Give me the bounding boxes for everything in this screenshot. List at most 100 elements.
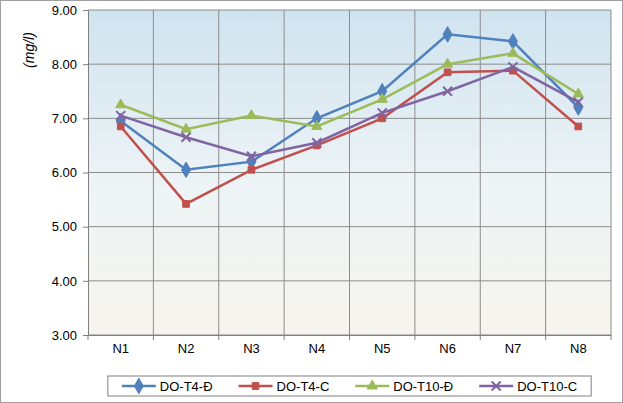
legend-item: DO-T10-Đ <box>355 379 453 394</box>
tick-mark <box>414 335 415 340</box>
marker <box>248 166 255 173</box>
marker <box>116 111 125 120</box>
tick-mark <box>153 335 154 340</box>
tick-label: N8 <box>570 341 587 356</box>
tick-mark <box>611 335 612 340</box>
tick-label: 8.00 <box>52 57 77 72</box>
marker <box>442 58 452 67</box>
tick: 6.00 <box>52 165 88 180</box>
legend-key-marker <box>492 381 501 390</box>
marker <box>508 62 517 71</box>
grid-line-vertical <box>611 10 612 335</box>
series-group <box>116 27 584 208</box>
tick-label: N2 <box>178 341 195 356</box>
tick-mark <box>218 335 219 340</box>
tick: N2 <box>178 335 219 356</box>
tick: 4.00 <box>52 273 88 288</box>
tick: 9.00 <box>52 3 88 18</box>
tick-label: N1 <box>112 341 129 356</box>
tick-label: 5.00 <box>52 219 77 234</box>
chart: 3.00 4.00 5.00 6.00 7.00 8.00 9.00 N1 N2 N3 N4 N5 N6… <box>0 0 623 403</box>
tick: 5.00 <box>52 219 88 234</box>
tick-mark <box>349 335 350 340</box>
marker <box>312 138 321 147</box>
tick-mark <box>83 118 88 119</box>
tick: 8.00 <box>52 57 88 72</box>
chart-frame <box>1 1 623 403</box>
legend-item: DO-T10-C <box>479 379 577 394</box>
tick: N8 <box>570 335 611 356</box>
tick-mark <box>83 227 88 228</box>
tick-mark <box>88 335 89 340</box>
tick-mark <box>83 281 88 282</box>
plot: 3.00 4.00 5.00 6.00 7.00 8.00 9.00 N1 N2 N3 N4 N5 N6… <box>52 3 612 357</box>
tick-mark <box>83 10 88 11</box>
marker <box>182 133 191 142</box>
tick-label: 7.00 <box>52 111 77 126</box>
grid <box>88 10 611 335</box>
series-line <box>121 67 579 156</box>
legend-item: DO-T4-C <box>239 379 330 394</box>
tick-label: 3.00 <box>52 328 77 343</box>
grid-line-vertical <box>545 10 546 335</box>
legend-key-marker <box>367 380 377 389</box>
tick-label: N7 <box>505 341 522 356</box>
legend-label: DO-T10-C <box>517 379 577 394</box>
marker <box>312 121 322 130</box>
marker <box>246 110 256 119</box>
y-axis: 3.00 4.00 5.00 6.00 7.00 8.00 9.00 <box>52 3 89 343</box>
grid-line-vertical <box>349 10 350 335</box>
marker <box>181 123 191 132</box>
tick: 3.00 <box>52 328 88 343</box>
marker <box>574 98 583 107</box>
axis-line <box>83 11 89 336</box>
legend-key-marker <box>134 378 143 394</box>
tick: N1 <box>112 335 153 356</box>
legend-key-marker <box>252 383 259 390</box>
marker <box>443 87 452 96</box>
tick-mark <box>83 64 88 65</box>
marker <box>116 99 126 108</box>
plot-background <box>88 10 611 335</box>
tick: N3 <box>243 335 284 356</box>
tick-mark <box>284 335 285 340</box>
tick-label: 9.00 <box>52 3 77 18</box>
marker <box>183 201 190 208</box>
legend-label: DO-T4-C <box>277 379 330 394</box>
tick: N4 <box>309 335 350 356</box>
marker <box>377 93 387 102</box>
tick-label: 6.00 <box>52 165 77 180</box>
grid-line-vertical <box>284 10 285 335</box>
tick: N6 <box>439 335 480 356</box>
y-axis-title: (mg/l) <box>21 32 37 68</box>
grid-line-vertical <box>153 10 154 335</box>
tick-label: N6 <box>439 341 456 356</box>
tick: N7 <box>505 335 546 356</box>
x-axis: N1 N2 N3 N4 N5 N6 N7 N8 <box>88 335 612 356</box>
legend-item: DO-T4-Đ <box>122 378 213 394</box>
legend-frame <box>108 376 591 396</box>
tick-label: N3 <box>243 341 260 356</box>
marker <box>573 88 583 97</box>
tick-mark <box>545 335 546 340</box>
grid-line-vertical <box>218 10 219 335</box>
marker <box>117 123 124 130</box>
marker <box>443 27 452 43</box>
tick-mark <box>480 335 481 340</box>
tick: N5 <box>374 335 415 356</box>
series-line <box>121 53 579 129</box>
marker <box>378 108 387 117</box>
tick-label: 4.00 <box>52 273 77 288</box>
tick-mark <box>83 173 88 174</box>
grid-line-vertical <box>414 10 415 335</box>
series-line <box>121 34 579 169</box>
marker <box>444 69 451 76</box>
tick: 7.00 <box>52 111 88 126</box>
legend-label: DO-T10-Đ <box>393 379 453 394</box>
legend: DO-T4-Đ DO-T4-C DO-T10-Đ DO-T10-C <box>108 376 591 396</box>
marker <box>508 47 518 56</box>
tick-mark <box>83 335 88 336</box>
tick-label: N5 <box>374 341 391 356</box>
marker <box>182 162 191 178</box>
marker <box>575 123 582 130</box>
